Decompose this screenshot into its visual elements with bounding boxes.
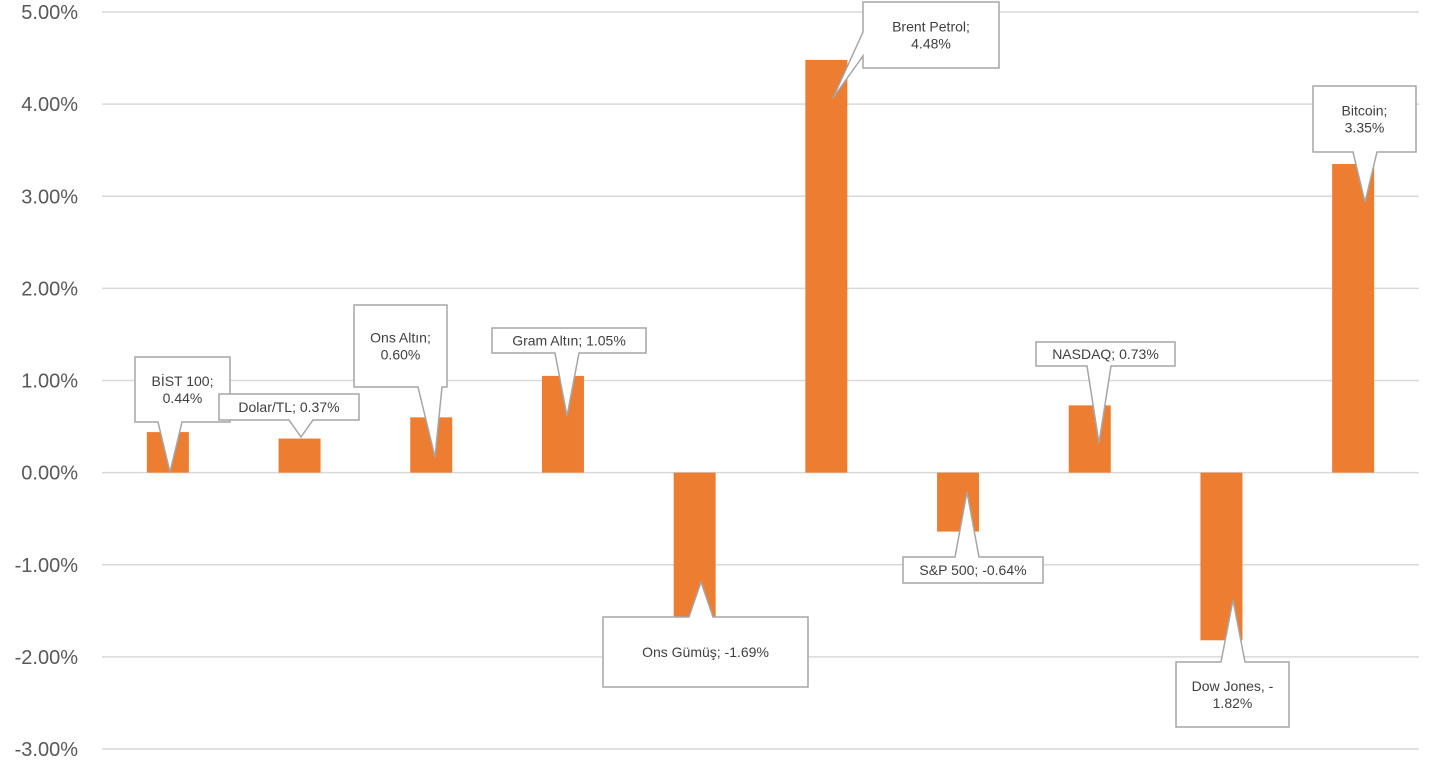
- y-axis-ticks: 5.00% 4.00% 3.00% 2.00% 1.00% 0.00% -1.00% -2.0…: [15, 2, 79, 761]
- bars: [146, 59, 1375, 641]
- y-tick-label: -1.00%: [15, 555, 79, 577]
- callout-box: [353, 304, 448, 458]
- data-label-text: Brent Petrol;: [892, 19, 970, 35]
- data-label-text: Dow Jones, -: [1192, 678, 1274, 694]
- bar: [673, 472, 716, 621]
- bar: [1332, 164, 1375, 473]
- data-label-text: BİST 100;: [151, 372, 213, 389]
- data-label: Ons Gümüş; -1.69%: [602, 579, 809, 688]
- bar: [278, 438, 321, 473]
- y-tick-label: -3.00%: [15, 739, 79, 761]
- callout-box: [1175, 599, 1290, 728]
- data-label: S&P 500; -0.64%: [902, 491, 1044, 584]
- callout-box: [491, 327, 647, 417]
- data-label-text: Dolar/TL; 0.37%: [238, 399, 339, 415]
- data-label: NASDAQ; 0.73%: [1035, 341, 1176, 444]
- gridlines: [102, 11, 1419, 750]
- data-label-text: 1.82%: [1213, 695, 1253, 711]
- data-label: Brent Petrol;4.48%: [832, 1, 1000, 99]
- callout-box: [1035, 341, 1176, 444]
- callout-box: [218, 393, 360, 439]
- data-label-callouts: BİST 100;0.44%Dolar/TL; 0.37%Ons Altın;0…: [134, 1, 1417, 728]
- data-label-text: Gram Altın; 1.05%: [512, 333, 626, 349]
- data-label: Bitcoin;3.35%: [1312, 85, 1417, 203]
- y-tick-label: 5.00%: [21, 2, 78, 24]
- bar: [1068, 405, 1111, 473]
- data-label: Gram Altın; 1.05%: [491, 327, 647, 417]
- data-label-text: 4.48%: [911, 36, 951, 52]
- callout-box: [832, 1, 1000, 99]
- data-label: Dolar/TL; 0.37%: [218, 393, 360, 439]
- bar: [805, 59, 848, 473]
- data-label-text: 0.60%: [381, 347, 421, 363]
- y-tick-label: -2.00%: [15, 647, 79, 669]
- callout-box: [134, 356, 231, 473]
- data-label-text: 3.35%: [1345, 120, 1385, 136]
- data-label: Dow Jones, -1.82%: [1175, 599, 1290, 728]
- callout-box: [1312, 85, 1417, 203]
- data-label-text: Ons Gümüş; -1.69%: [642, 644, 769, 660]
- y-tick-label: 0.00%: [21, 463, 78, 485]
- data-label-text: S&P 500; -0.64%: [919, 562, 1026, 578]
- callout-box: [602, 579, 809, 688]
- callout-box: [902, 491, 1044, 584]
- data-label-text: Ons Altın;: [370, 330, 431, 346]
- data-label-text: 0.44%: [163, 390, 203, 406]
- data-label-text: NASDAQ; 0.73%: [1052, 346, 1159, 362]
- data-label: Ons Altın;0.60%: [353, 304, 448, 458]
- y-tick-label: 4.00%: [21, 94, 78, 116]
- data-label-text: Bitcoin;: [1342, 103, 1388, 119]
- y-tick-label: 3.00%: [21, 186, 78, 208]
- data-label: BİST 100;0.44%: [134, 356, 231, 473]
- y-tick-label: 2.00%: [21, 278, 78, 300]
- y-tick-label: 1.00%: [21, 371, 78, 393]
